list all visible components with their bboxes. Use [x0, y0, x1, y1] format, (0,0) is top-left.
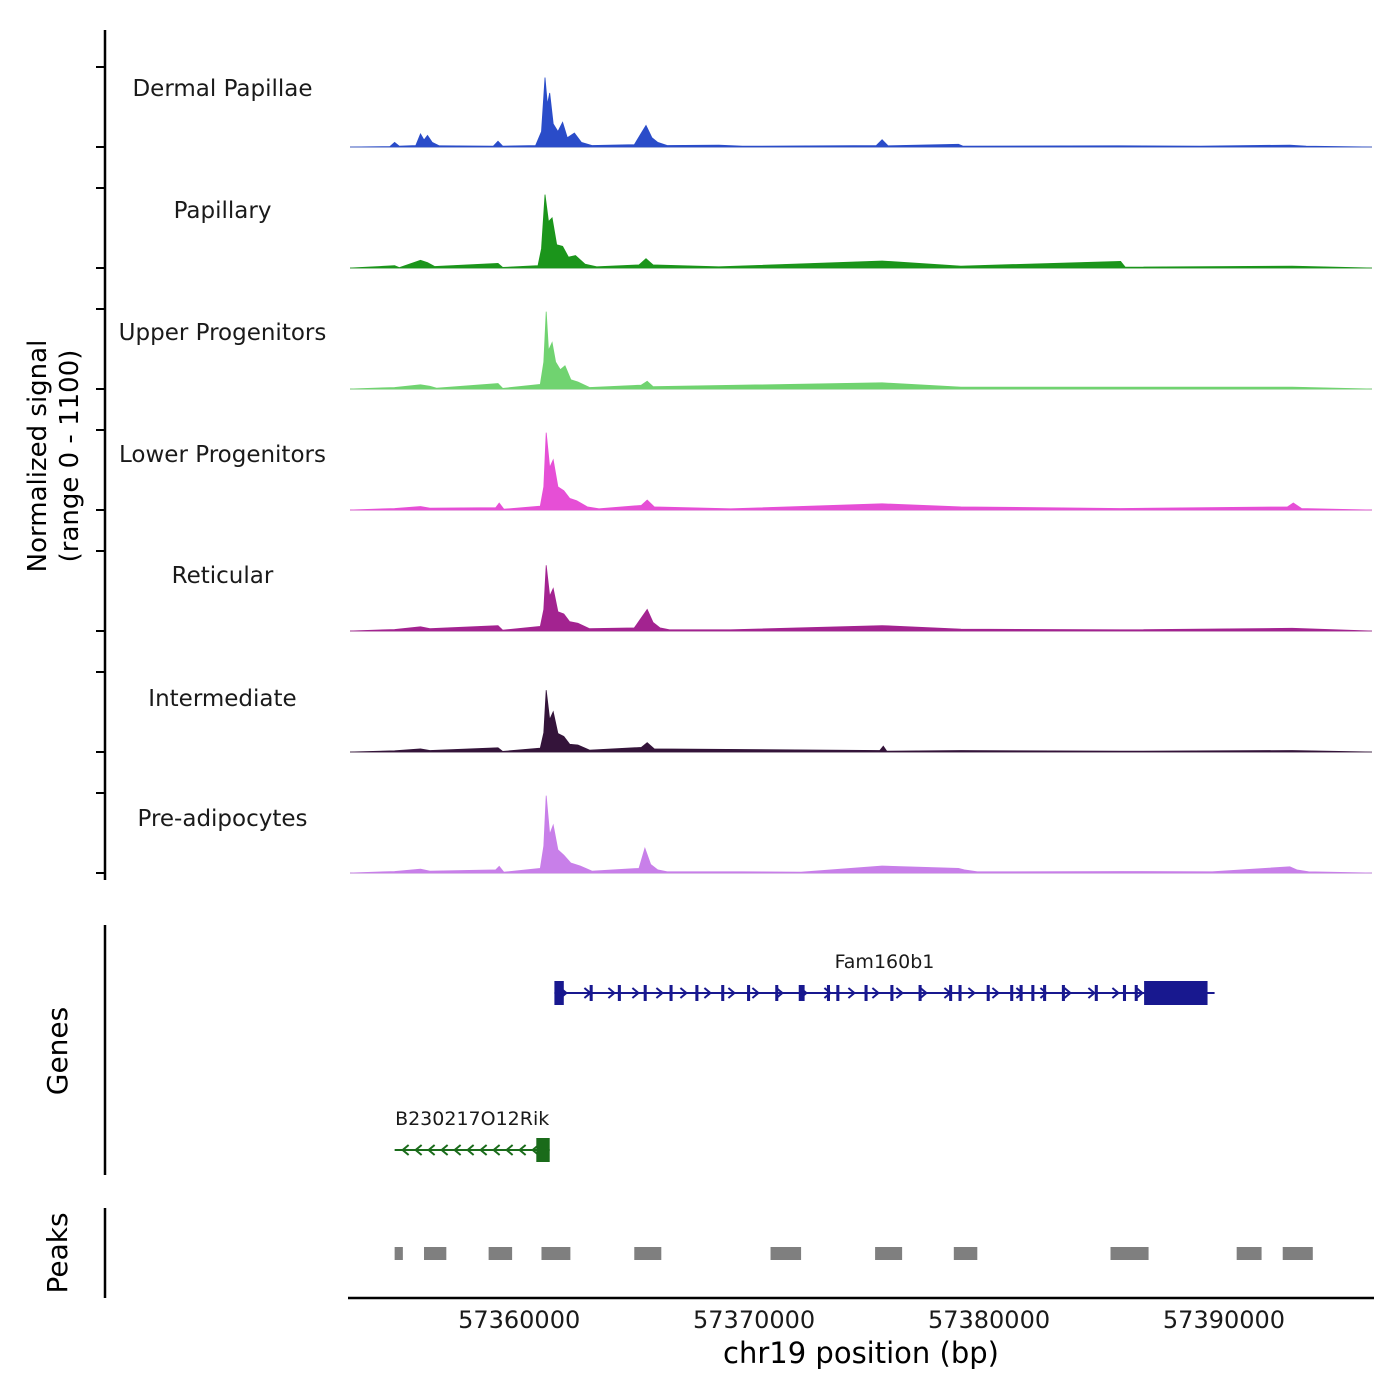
gene-exon	[890, 985, 894, 1001]
gene-strand-arrow-icon	[1135, 987, 1144, 999]
track-label-pre-adipocytes: Pre-adipocytes	[137, 806, 308, 832]
x-tick-label: 57360000	[458, 1306, 581, 1334]
gene-exon	[1122, 985, 1127, 1001]
gene-strand-arrow-icon	[518, 1144, 527, 1156]
gene-strand-arrow-icon	[466, 1144, 475, 1156]
track-label-lower-progenitors: Lower Progenitors	[119, 442, 326, 468]
track-label-papillary: Papillary	[173, 198, 272, 224]
signal-area-6	[349, 795, 1373, 874]
gene-exon	[1061, 985, 1065, 1001]
gene-exon	[747, 985, 751, 1001]
track-label-dermal-papillae: Dermal Papillae	[132, 76, 313, 102]
peak-box	[1282, 1247, 1313, 1260]
gene-strand-arrow-icon	[479, 1144, 488, 1156]
gene-exon	[721, 985, 725, 1001]
gene-strand-arrow-icon	[655, 987, 664, 999]
gene-exon	[1094, 985, 1098, 1001]
signal-area-5	[349, 690, 1373, 753]
gene-exon	[669, 985, 673, 1001]
gene-exon	[798, 985, 805, 1001]
x-axis-title: chr19 position (bp)	[723, 1336, 999, 1370]
gene-strand-arrow-icon	[727, 987, 736, 999]
peak-box	[1236, 1247, 1262, 1260]
gene-strand-arrow-icon	[401, 1144, 410, 1156]
gene-strand-arrow-icon	[414, 1144, 423, 1156]
signal-area-0	[349, 77, 1373, 148]
peak-box	[770, 1247, 802, 1260]
peak-box	[634, 1247, 662, 1260]
gene-strand-arrow-icon	[991, 987, 1000, 999]
gene-strand-arrow-icon	[703, 987, 712, 999]
gene-strand-arrow-icon	[607, 987, 616, 999]
gene-strand-arrow-icon	[751, 987, 760, 999]
peak-box	[1110, 1247, 1149, 1260]
peak-box	[541, 1247, 571, 1260]
peaks-section-label: Peaks	[41, 1212, 74, 1294]
gene-thick-exon	[536, 1138, 550, 1162]
track-label-intermediate: Intermediate	[148, 686, 297, 712]
gene-exon	[949, 985, 953, 1001]
gene-exon	[986, 985, 990, 1001]
x-tick-label: 57370000	[693, 1306, 816, 1334]
gene-exon	[1019, 985, 1023, 1001]
peak-box	[953, 1247, 978, 1260]
gene-strand-arrow-icon	[631, 987, 640, 999]
gene-exon	[775, 985, 779, 1001]
gene-strand-arrow-icon	[871, 987, 880, 999]
gene-exon	[918, 985, 922, 1001]
gene-strand-arrow-icon	[505, 1144, 514, 1156]
gene-label-b230217o12rik: B230217O12Rik	[395, 1108, 550, 1130]
y-axis-label-line2: (range 0 - 1100)	[55, 349, 85, 563]
gene-strand-arrow-icon	[453, 1144, 462, 1156]
gene-exon	[589, 985, 593, 1001]
gene-strand-arrow-icon	[1063, 987, 1072, 999]
gene-exon	[695, 985, 699, 1001]
track-label-upper-progenitors: Upper Progenitors	[118, 320, 327, 346]
gene-thick-exon	[1144, 981, 1208, 1005]
gene-strand-arrow-icon	[823, 987, 832, 999]
gene-exon	[643, 985, 647, 1001]
signal-area-2	[349, 311, 1373, 390]
gene-exon	[1134, 985, 1138, 1001]
signal-area-4	[349, 565, 1373, 632]
gene-strand-arrow-icon	[492, 1144, 501, 1156]
gene-exon	[826, 985, 830, 1001]
signal-area-1	[349, 194, 1373, 269]
gene-strand-arrow-icon	[1087, 987, 1096, 999]
x-tick-label: 57380000	[927, 1306, 1051, 1334]
signal-area-3	[349, 432, 1373, 511]
gene-exon	[1010, 985, 1014, 1001]
gene-strand-arrow-icon	[679, 987, 688, 999]
y-axis-label-line1: Normalized signal	[23, 339, 53, 573]
gene-exon	[958, 985, 962, 1001]
gene-exon	[1043, 985, 1047, 1001]
track-label-reticular: Reticular	[171, 563, 274, 589]
gene-exon	[836, 985, 840, 1001]
x-tick-label: 57390000	[1162, 1306, 1286, 1334]
gene-strand-arrow-icon	[440, 1144, 449, 1156]
gene-exon	[617, 985, 621, 1001]
gene-label-fam160b1: Fam160b1	[834, 951, 935, 973]
gene-strand-arrow-icon	[847, 987, 856, 999]
peak-box	[424, 1247, 447, 1260]
gene-strand-arrow-icon	[919, 987, 928, 999]
gene-strand-arrow-icon	[775, 987, 784, 999]
gene-thick-exon	[554, 981, 564, 1005]
gene-strand-arrow-icon	[1039, 987, 1048, 999]
gene-exon	[1031, 985, 1035, 1001]
peak-box	[875, 1247, 903, 1260]
peak-box	[488, 1247, 513, 1260]
gene-strand-arrow-icon	[427, 1144, 436, 1156]
gene-strand-arrow-icon	[895, 987, 904, 999]
gene-exon	[864, 985, 868, 1001]
peak-box	[394, 1247, 403, 1260]
gene-strand-arrow-icon	[967, 987, 976, 999]
gene-strand-arrow-icon	[1111, 987, 1120, 999]
